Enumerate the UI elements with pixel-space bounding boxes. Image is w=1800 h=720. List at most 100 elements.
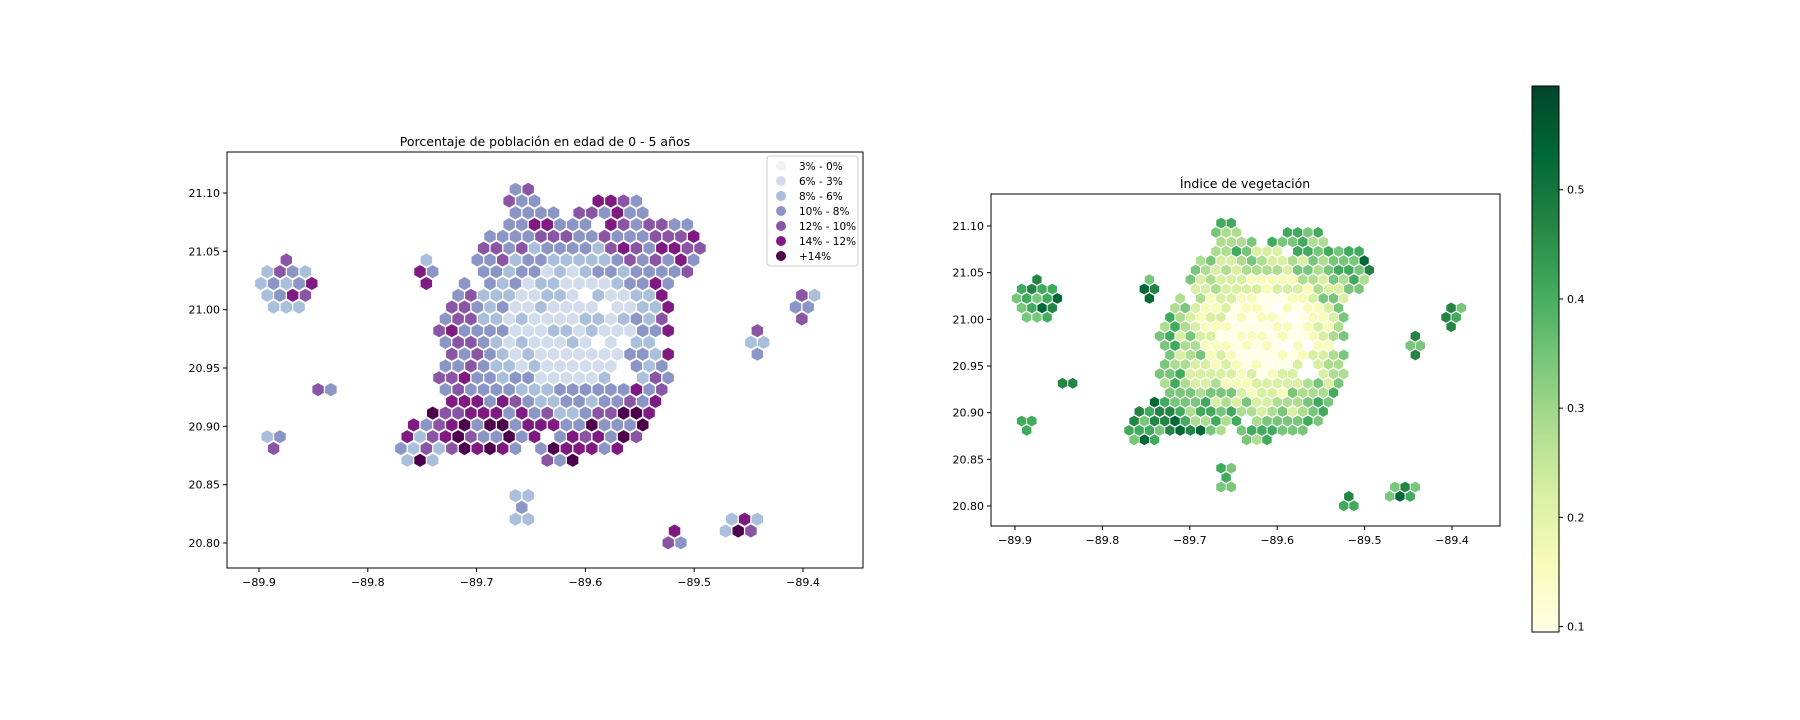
right-map-hex-cell xyxy=(1252,415,1262,427)
right-map-hex-cell xyxy=(1333,359,1344,370)
left-map-hex-cell xyxy=(522,418,534,432)
left-map-hex-cell xyxy=(274,265,286,279)
right-map-hex-cell xyxy=(1190,321,1201,333)
legend-marker xyxy=(776,176,786,186)
left-map-hex-cell xyxy=(528,265,541,279)
right-map-hex-cell xyxy=(1257,368,1267,380)
right-map-hex-cell xyxy=(1333,377,1344,389)
right-map-hex-cell xyxy=(1139,415,1149,427)
right-map-hex-cell xyxy=(1287,387,1298,399)
left-map-hex-cell xyxy=(490,359,503,373)
right-map-hex-cell xyxy=(1226,481,1236,493)
right-map-hex-cell xyxy=(1277,255,1287,267)
right-map-hex-cell xyxy=(1247,293,1257,304)
right-map-hex-cell xyxy=(1221,227,1231,238)
right-map-hex-cell xyxy=(1231,340,1241,351)
left-map-hex-cell xyxy=(554,241,566,255)
right-map-hex-cell xyxy=(1221,283,1231,295)
right-map-hex-cell xyxy=(1206,406,1216,417)
right-map-hex-cell xyxy=(1211,227,1221,238)
left-map-hex-cell xyxy=(617,406,630,420)
left-map-hex-cell xyxy=(509,324,522,338)
left-map-hex-cell xyxy=(611,206,623,220)
right-map-hex-cell xyxy=(1247,274,1257,285)
right-map-hex-cell xyxy=(1262,264,1272,276)
left-map-hex-cell xyxy=(261,430,273,444)
left-map-hex-cell xyxy=(560,276,573,291)
right-map-hex-cell xyxy=(1226,387,1236,399)
left-map-hex-cell xyxy=(649,229,662,243)
left-map-hex-cell xyxy=(662,536,674,550)
right-map-hex-cell xyxy=(1180,302,1190,314)
left-map-hex-cell xyxy=(541,359,553,373)
right-map-hex-cell xyxy=(1185,368,1195,380)
left-map-hex-cell xyxy=(477,430,490,444)
left-map-hex-cell xyxy=(477,288,490,302)
right-map-hex-cell xyxy=(1190,396,1201,408)
left-map-hex-cell xyxy=(427,430,439,444)
right-map-hex-cell xyxy=(1175,368,1185,380)
right-map-ytick-label: 20.85 xyxy=(953,453,985,466)
right-map-hex-cell xyxy=(1216,368,1226,380)
right-map-hex-cell xyxy=(1262,340,1272,351)
right-map-hex-cell xyxy=(1282,264,1293,276)
right-map-hex-cell xyxy=(1257,349,1267,361)
left-map-hex-cell xyxy=(452,312,464,326)
right-map-hex-cell xyxy=(1323,245,1333,257)
right-map-hex-cell xyxy=(1339,274,1349,285)
right-map-hex-cell xyxy=(1241,377,1252,389)
left-map-hex-cell xyxy=(274,430,286,444)
left-map-hex-cell xyxy=(471,253,483,267)
left-map-hex-cell xyxy=(611,324,623,338)
left-map-ytick-label: 21.00 xyxy=(189,304,221,317)
left-map-hex-cell xyxy=(446,394,458,408)
right-map-hex-cell xyxy=(1236,425,1247,436)
right-map-hex-cell xyxy=(1272,377,1282,389)
left-map-hex-cell xyxy=(509,441,522,456)
right-map-hex-cell xyxy=(1313,396,1323,408)
left-map-hex-cell xyxy=(662,253,674,267)
left-map-hex-cell xyxy=(579,265,592,279)
left-map-hex-cell xyxy=(579,312,592,326)
left-map-hex-cell xyxy=(567,359,579,373)
left-map-hex-cell xyxy=(656,359,668,373)
left-map-hex-cell xyxy=(446,324,458,338)
left-map-ytick-label: 21.10 xyxy=(189,187,221,200)
right-map-hex-cell xyxy=(1257,311,1267,323)
left-map-hex-cell xyxy=(751,347,763,361)
right-map-hex-cell xyxy=(1221,264,1231,276)
left-map-hex-cell xyxy=(617,218,630,232)
left-map-hex-cell xyxy=(624,300,636,314)
left-map-axes: −89.9 −89.8 −89.7 −89.6 −89.5 −89.4 20.80 20.85… xyxy=(189,187,820,589)
left-map-hex-cell xyxy=(637,276,649,291)
legend-marker xyxy=(776,206,786,216)
left-map-hex-cell xyxy=(637,324,649,338)
right-map-hex-cell xyxy=(1293,340,1303,351)
right-map-hex-cell xyxy=(1201,359,1211,370)
left-map-hex-cell xyxy=(560,394,573,408)
left-map-hex-cell xyxy=(624,206,636,220)
left-map-hex-cell xyxy=(465,430,477,444)
left-map-hex-cell xyxy=(649,253,662,267)
left-map-hex-cell xyxy=(458,371,471,385)
left-map-hex-cell xyxy=(446,371,458,385)
left-map-hex-cell xyxy=(681,241,693,255)
left-map-hex-cell xyxy=(490,288,503,302)
right-map-hex-cell xyxy=(1206,255,1216,267)
left-map-hex-cell xyxy=(490,406,503,420)
right-map-hex-cell xyxy=(1190,377,1201,389)
left-map-hex-cell xyxy=(522,512,534,526)
right-map-hex-cell xyxy=(1165,311,1175,323)
right-map-hex-cell xyxy=(1349,255,1359,267)
left-map-hex-cell xyxy=(643,288,655,302)
right-map-hex-cell xyxy=(1293,377,1303,389)
left-map-hex-cell xyxy=(427,265,439,279)
left-map-hex-cell xyxy=(560,324,573,338)
left-map-hex-cell xyxy=(586,324,598,338)
right-map-hex-cell xyxy=(1344,283,1354,295)
right-map-hex-cell xyxy=(1160,340,1170,351)
left-map-hex-cell xyxy=(541,218,553,232)
left-map-hex-cell xyxy=(643,335,655,349)
left-map-hex-cell xyxy=(637,229,649,243)
left-map-hex-cell xyxy=(649,324,662,338)
